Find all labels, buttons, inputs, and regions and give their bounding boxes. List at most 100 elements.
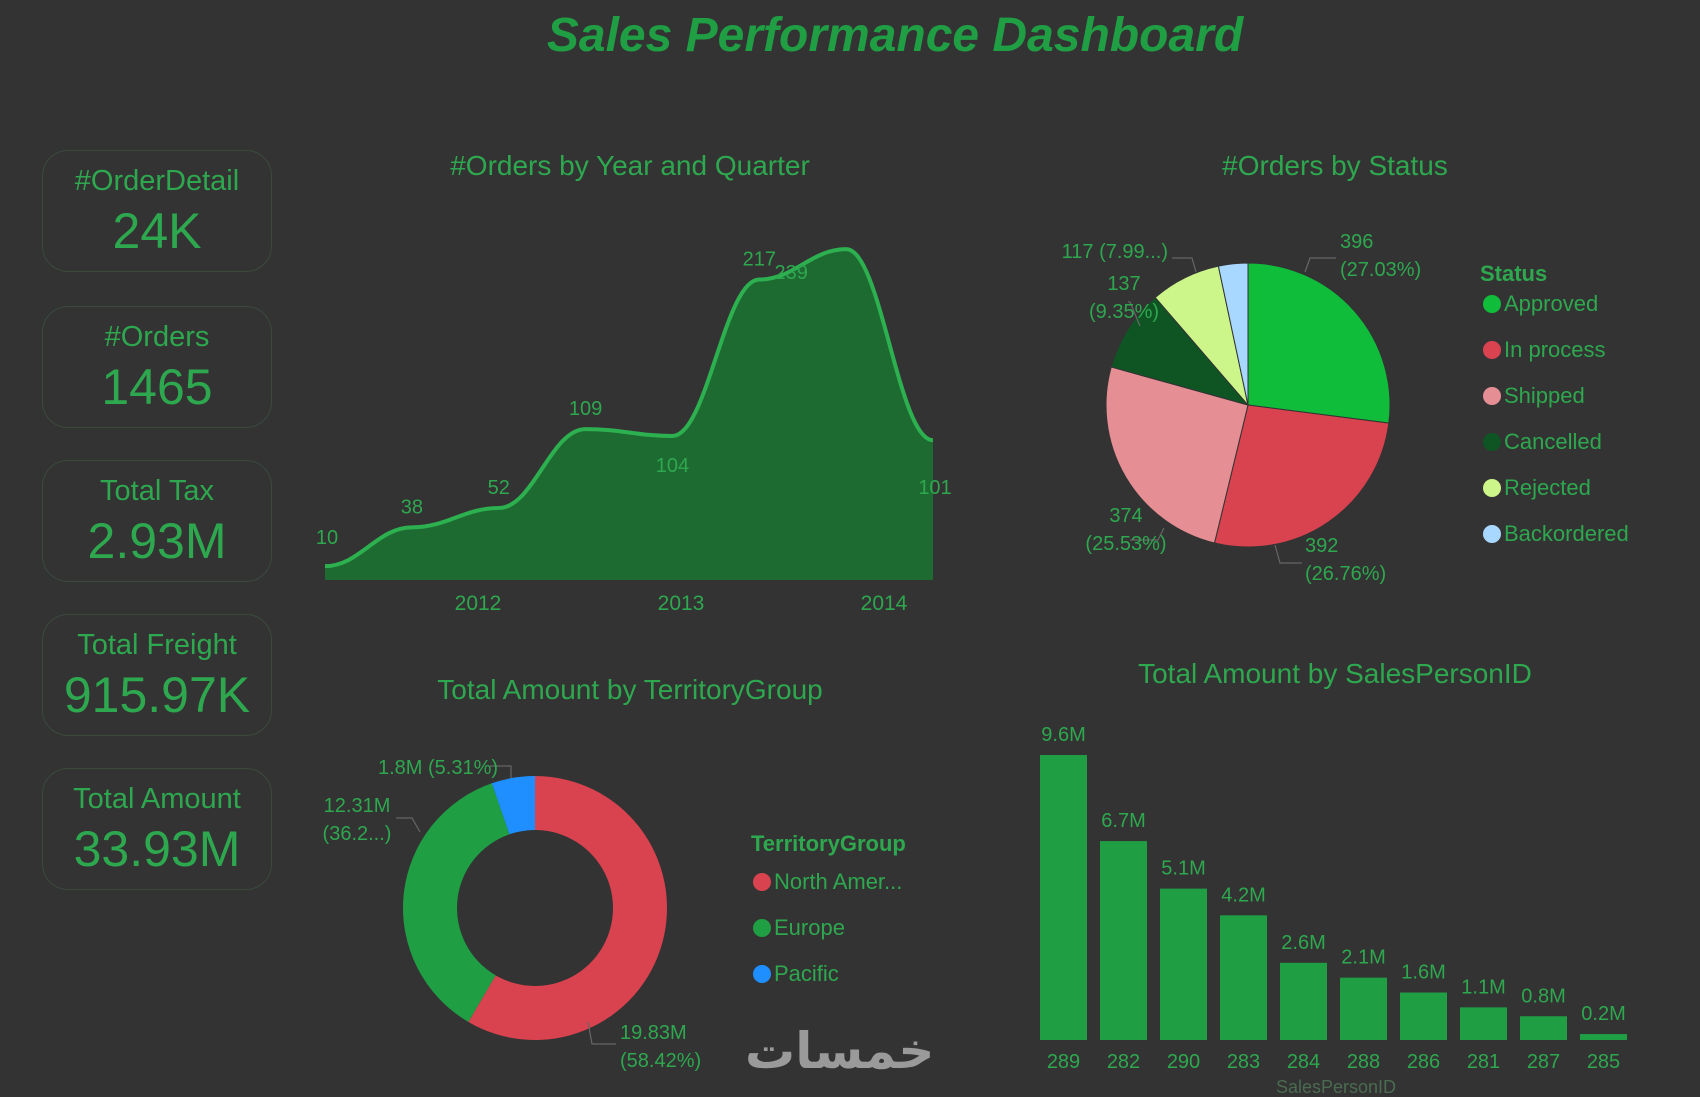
- donut-legend-marker: [753, 873, 771, 891]
- donut-slice: [468, 776, 667, 1040]
- kpi-card-orders[interactable]: #Orders 1465: [42, 306, 272, 428]
- pie-legend-marker: [1483, 433, 1501, 451]
- pie-slice: [1213, 404, 1390, 548]
- pie-leader-line: [1274, 544, 1302, 564]
- watermark-logo: خمسات: [745, 1023, 935, 1079]
- pie-legend-marker: [1483, 295, 1501, 313]
- pie-slice: [1110, 296, 1250, 406]
- bar-x-tick-label: 284: [1287, 1051, 1320, 1073]
- area-x-tick-label: 2012: [455, 592, 502, 615]
- donut-chart-title: Total Amount by TerritoryGroup: [437, 674, 823, 705]
- area-data-label: 10: [316, 527, 338, 549]
- area-x-tick-label: 2013: [658, 592, 705, 615]
- pie-legend-marker: [1483, 479, 1501, 497]
- pie-legend-label: Approved: [1504, 291, 1598, 316]
- bar: [1100, 841, 1147, 1040]
- bar-chart-title: Total Amount by SalesPersonID: [1138, 658, 1532, 689]
- kpi-label: Total Tax: [100, 475, 214, 507]
- bar: [1460, 1007, 1507, 1040]
- pie-data-label: 137: [1107, 273, 1140, 295]
- bar: [1580, 1034, 1627, 1040]
- pie-leader-line: [1128, 301, 1141, 327]
- bar-x-tick-label: 282: [1107, 1051, 1140, 1073]
- bar-x-axis-label: SalesPersonID: [1276, 1077, 1396, 1097]
- bar: [1040, 755, 1087, 1040]
- area-data-label: 52: [488, 477, 510, 499]
- kpi-card-total-amount[interactable]: Total Amount 33.93M: [42, 768, 272, 890]
- bar-data-label: 9.6M: [1041, 724, 1085, 746]
- bar-x-tick-label: 281: [1467, 1051, 1500, 1073]
- bar-data-label: 6.7M: [1101, 810, 1145, 832]
- area-data-label: 109: [569, 398, 602, 420]
- area-data-label: 101: [918, 477, 951, 499]
- kpi-label: Total Freight: [77, 629, 237, 661]
- dashboard-title: Sales Performance Dashboard: [546, 9, 1244, 62]
- kpi-value: 24K: [112, 203, 202, 259]
- pie-legend-label: Backordered: [1504, 521, 1629, 546]
- bar-data-label: 1.6M: [1401, 962, 1445, 984]
- pie-legend-marker: [1483, 525, 1501, 543]
- pie-data-label: (25.53%): [1085, 533, 1166, 555]
- bar-data-label: 0.2M: [1581, 1003, 1625, 1025]
- bar-data-label: 0.8M: [1521, 985, 1565, 1007]
- bar-x-tick-label: 283: [1227, 1051, 1260, 1073]
- donut-data-label: 19.83M: [620, 1022, 687, 1044]
- kpi-card-order-detail[interactable]: #OrderDetail 24K: [42, 150, 272, 272]
- area-data-label: 104: [656, 455, 689, 477]
- area-data-label: 217: [743, 249, 776, 271]
- donut-data-label: 12.31M: [324, 795, 391, 817]
- donut-slice: [402, 783, 510, 1022]
- area-chart-title: #Orders by Year and Quarter: [450, 150, 810, 181]
- bar: [1220, 915, 1267, 1040]
- pie-legend-marker: [1483, 387, 1501, 405]
- donut-legend-label: North Amer...: [774, 869, 902, 894]
- bar: [1160, 888, 1207, 1040]
- pie-data-label: (27.03%): [1340, 259, 1421, 281]
- pie-chart-title: #Orders by Status: [1222, 150, 1448, 181]
- kpi-card-total-freight[interactable]: Total Freight 915.97K: [42, 614, 272, 736]
- area-data-label: 38: [401, 496, 423, 518]
- bar-x-tick-label: 285: [1587, 1051, 1620, 1073]
- bar-data-label: 2.1M: [1341, 947, 1385, 969]
- pie-slice: [1105, 366, 1249, 544]
- bar-data-label: 2.6M: [1281, 932, 1325, 954]
- pie-legend-label: Shipped: [1504, 383, 1585, 408]
- bar: [1340, 977, 1387, 1040]
- kpi-label: #OrderDetail: [74, 165, 240, 197]
- pie-legend-label: Rejected: [1504, 475, 1591, 500]
- donut-legend-label: Pacific: [774, 961, 839, 986]
- pie-leader-line: [1130, 527, 1165, 541]
- pie-data-label: 392: [1305, 535, 1338, 557]
- bar-x-tick-label: 286: [1407, 1051, 1440, 1073]
- bar-x-tick-label: 289: [1047, 1051, 1080, 1073]
- kpi-value: 2.93M: [87, 513, 227, 569]
- pie-legend-label: Cancelled: [1504, 429, 1602, 454]
- area-fill: [325, 249, 933, 581]
- pie-data-label: (26.76%): [1305, 563, 1386, 585]
- pie-leader-line: [1172, 257, 1197, 273]
- bar: [1400, 992, 1447, 1040]
- bar-x-tick-label: 288: [1347, 1051, 1380, 1073]
- pie-data-label: 117 (7.99...): [1062, 241, 1168, 263]
- donut-legend-marker: [753, 919, 771, 937]
- donut-legend-label: Europe: [774, 915, 845, 940]
- kpi-label: Total Amount: [73, 783, 241, 815]
- donut-slice: [491, 776, 535, 835]
- donut-legend-marker: [753, 965, 771, 983]
- donut-legend-title: TerritoryGroup: [751, 831, 906, 856]
- bar-data-label: 5.1M: [1161, 858, 1205, 880]
- kpi-card-total-tax[interactable]: Total Tax 2.93M: [42, 460, 272, 582]
- kpi-value: 915.97K: [63, 667, 251, 723]
- donut-data-label: 1.8M (5.31%): [378, 757, 498, 779]
- pie-legend-title: Status: [1480, 261, 1547, 286]
- donut-leader-line: [396, 817, 421, 833]
- pie-data-label: 374: [1109, 505, 1142, 527]
- pie-slice: [1217, 262, 1249, 406]
- kpi-label: #Orders: [104, 321, 210, 353]
- bar: [1280, 962, 1327, 1040]
- pie-legend-label: In process: [1504, 337, 1606, 362]
